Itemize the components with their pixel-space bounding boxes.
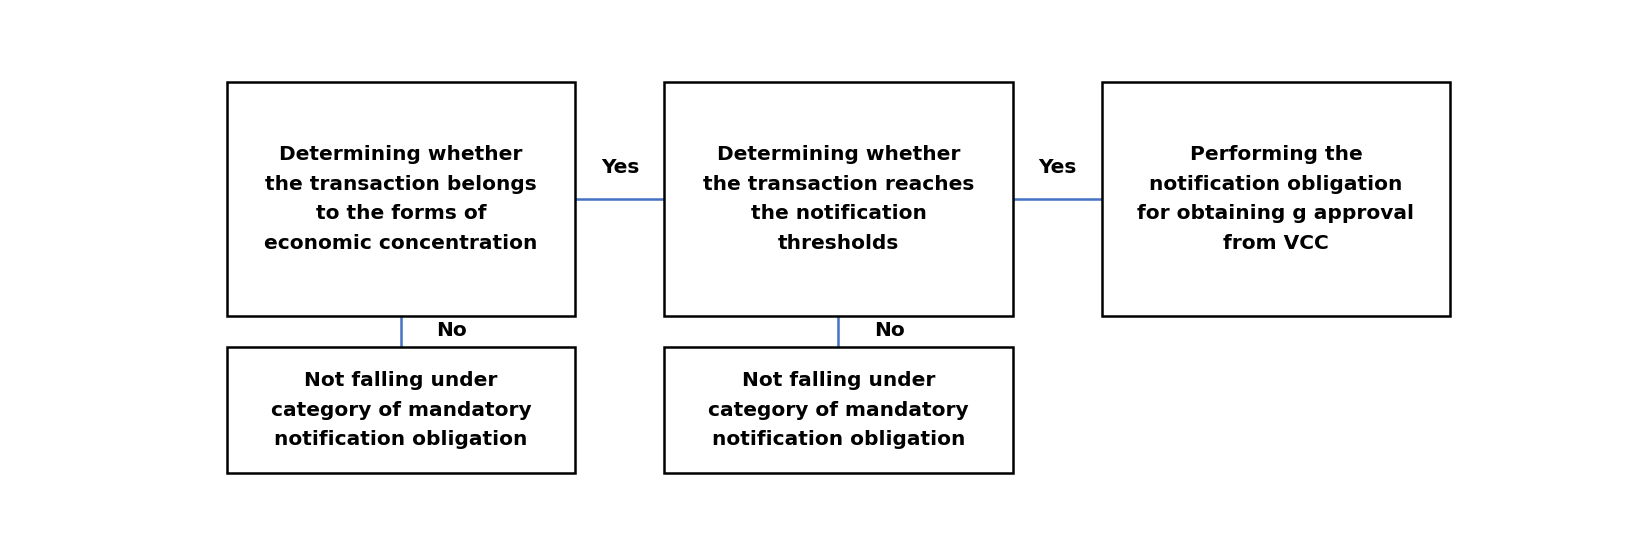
Text: Performing the
notification obligation
for obtaining g approval
from VCC: Performing the notification obligation f… <box>1137 145 1415 252</box>
Text: Yes: Yes <box>1039 158 1076 177</box>
FancyBboxPatch shape <box>227 82 576 316</box>
FancyBboxPatch shape <box>664 82 1013 316</box>
FancyBboxPatch shape <box>664 348 1013 473</box>
Text: Not falling under
category of mandatory
notification obligation: Not falling under category of mandatory … <box>270 371 532 449</box>
Text: Not falling under
category of mandatory
notification obligation: Not falling under category of mandatory … <box>708 371 969 449</box>
Text: Yes: Yes <box>600 158 640 177</box>
FancyBboxPatch shape <box>1101 82 1449 316</box>
Text: No: No <box>437 321 468 340</box>
Text: Determining whether
the transaction reaches
the notification
thresholds: Determining whether the transaction reac… <box>703 145 973 252</box>
Text: Determining whether
the transaction belongs
to the forms of
economic concentrati: Determining whether the transaction belo… <box>265 145 538 252</box>
Text: No: No <box>874 321 905 340</box>
FancyBboxPatch shape <box>227 348 576 473</box>
